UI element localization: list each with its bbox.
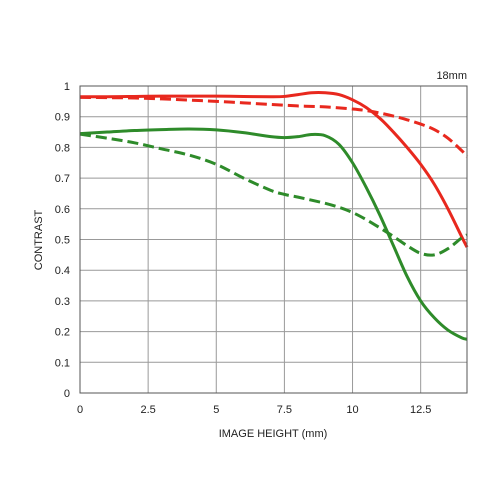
x-tick-label: 10 [346,404,358,416]
y-tick-label: 0.9 [55,112,70,124]
x-tick-label: 5 [213,404,219,416]
y-tick-label: 0.4 [55,265,70,277]
chart-title: 18mm [436,70,467,82]
y-tick-label: 0.6 [55,204,70,216]
y-tick-label: 0.7 [55,173,70,185]
y-tick-label: 0.1 [55,357,70,369]
grid [80,86,467,393]
y-axis-label: CONTRAST [33,209,45,270]
series-group [79,91,469,341]
y-tick-label: 0.8 [55,142,70,154]
x-axis-label: IMAGE HEIGHT (mm) [219,428,328,440]
y-tick-label: 0.2 [55,327,70,339]
series-line-4 [79,132,468,257]
series-line-2 [79,95,469,158]
x-tick-label: 0 [77,404,83,416]
y-tick-label: 0.3 [55,296,70,308]
y-tick-label: 0.5 [55,235,70,247]
plot-frame [79,85,468,394]
series-line-1 [79,91,469,248]
series-line-3 [79,127,468,341]
tick-labels: 0 2.5 5 7.5 10 12.5 0 0.1 0.2 0.3 0.4 0.5 0.6 0.7 0.8 0… [55,81,432,416]
x-tick-label: 7.5 [277,404,292,416]
x-tick-label: 12.5 [410,404,431,416]
y-tick-label: 1 [64,81,70,93]
x-tick-label: 2.5 [140,404,155,416]
y-tick-label: 0 [64,388,70,400]
